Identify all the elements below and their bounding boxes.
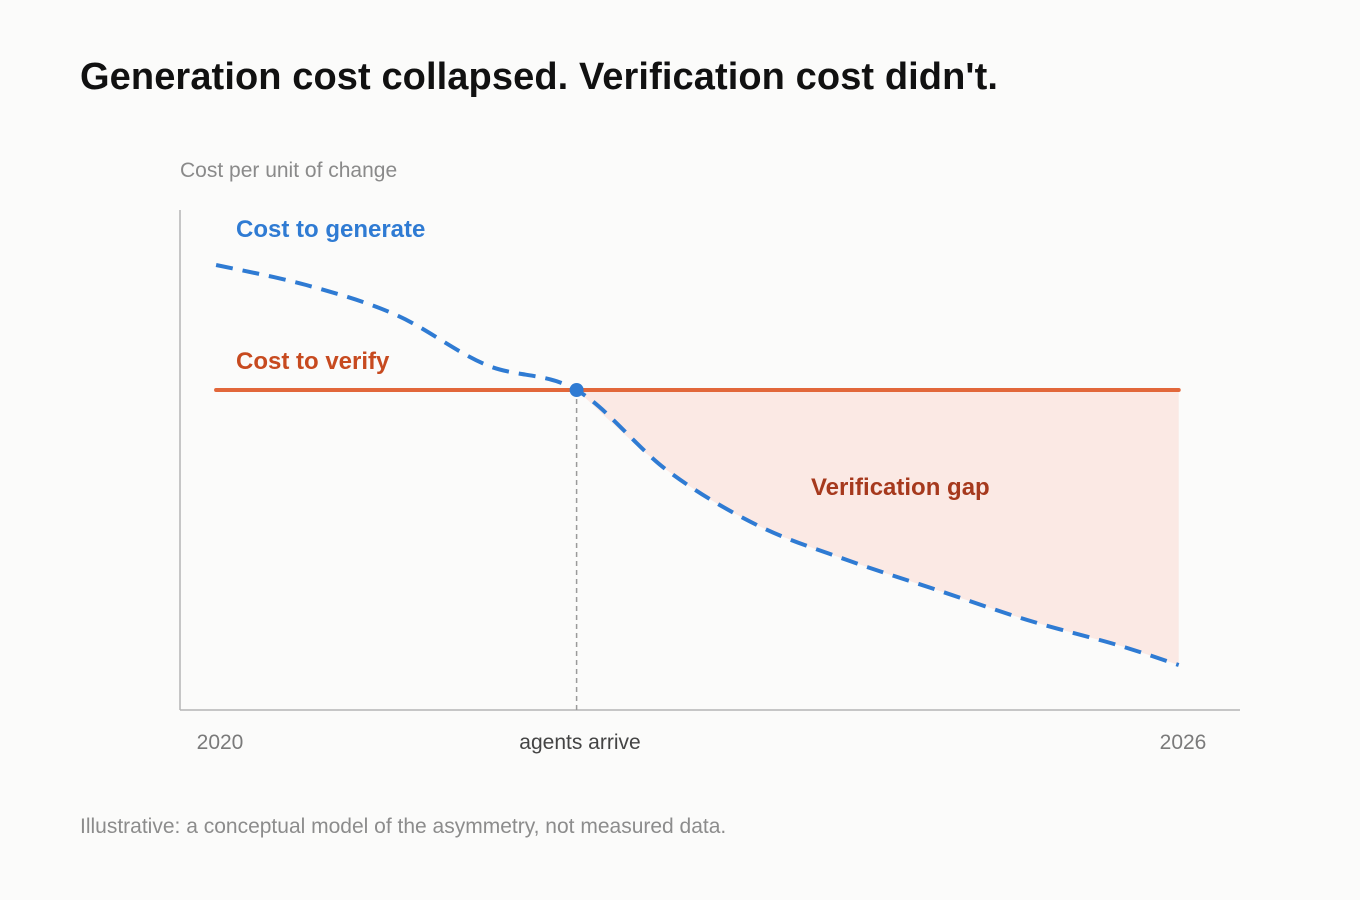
crossover-point [569,383,584,397]
x-tick-label-2020: 2020 [197,731,244,754]
y-axis-title: Cost per unit of change [180,159,397,182]
series-label-cost-to-verify: Cost to verify [236,348,390,375]
footnote: Illustrative: a conceptual model of the … [80,815,727,838]
chart-title: Generation cost collapsed. Verification … [80,56,998,98]
series-line-cost-to-generate [215,263,1180,667]
x-tick-label-agents-arrive: agents arrive [519,731,640,754]
x-tick-label-2026: 2026 [1160,731,1207,754]
verification-gap-area [576,390,1179,665]
series-label-cost-to-generate: Cost to generate [236,216,425,243]
verification-gap-label: Verification gap [811,474,990,501]
